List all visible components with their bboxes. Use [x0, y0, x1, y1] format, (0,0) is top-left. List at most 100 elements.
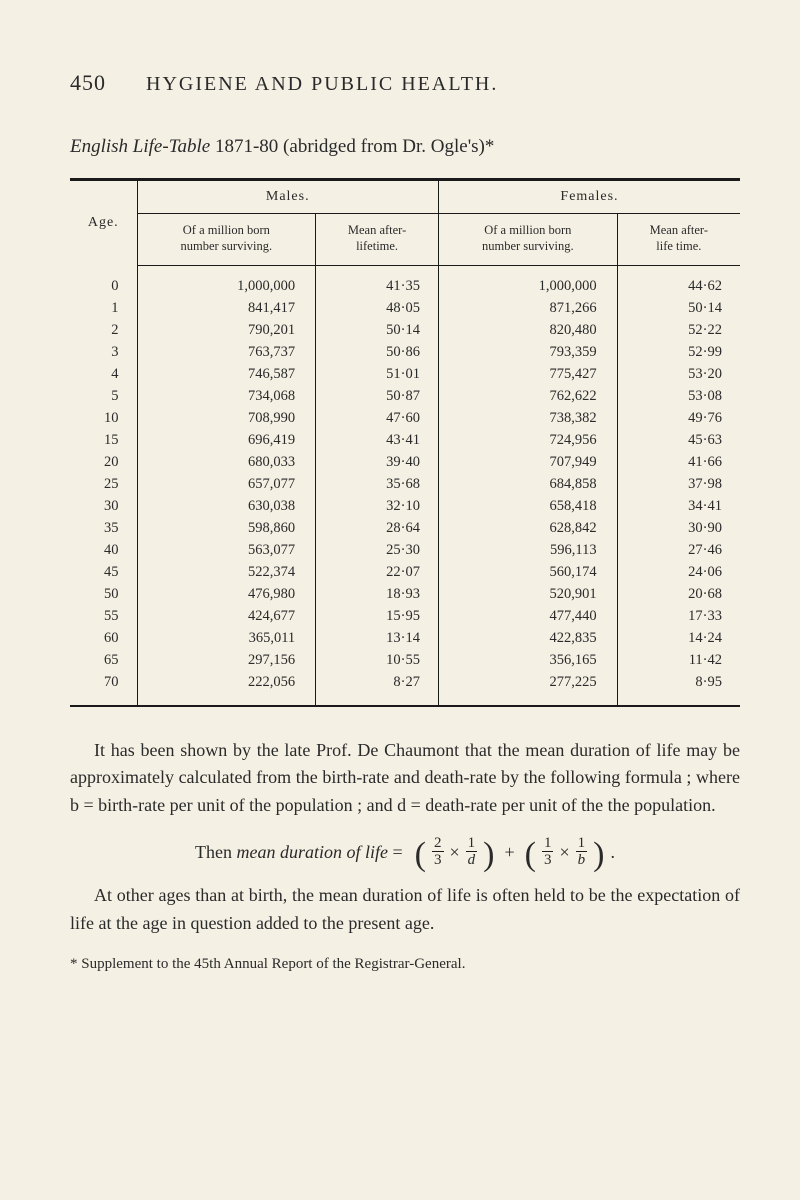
cell-f-surv: 1,000,000	[438, 265, 617, 297]
cell-f-life: 8·95	[617, 671, 740, 705]
cell-m-surv: 424,677	[137, 605, 316, 627]
subheader-m-life: Mean after- lifetime.	[316, 214, 439, 266]
cell-m-life: 50·14	[316, 319, 439, 341]
cell-m-surv: 1,000,000	[137, 265, 316, 297]
table-row: 60365,01113·14422,83514·24	[70, 627, 740, 649]
cell-m-surv: 630,038	[137, 495, 316, 517]
subheader-f-surv: Of a million born number surviving.	[438, 214, 617, 266]
cell-f-life: 24·06	[617, 561, 740, 583]
cell-m-life: 18·93	[316, 583, 439, 605]
cell-age: 10	[70, 407, 137, 429]
cell-f-life: 49·76	[617, 407, 740, 429]
cell-m-surv: 522,374	[137, 561, 316, 583]
page-title: HYGIENE AND PUBLIC HEALTH.	[146, 73, 498, 96]
formula-then: Then	[195, 842, 236, 862]
subtitle: English Life-Table 1871-80 (abridged fro…	[70, 136, 740, 158]
cell-m-life: 22·07	[316, 561, 439, 583]
cell-m-surv: 222,056	[137, 671, 316, 705]
header-females: Females.	[438, 181, 740, 214]
cell-age: 60	[70, 627, 137, 649]
cell-f-surv: 628,842	[438, 517, 617, 539]
cell-m-life: 25·30	[316, 539, 439, 561]
table-row: 70222,0568·27277,2258·95	[70, 671, 740, 705]
cell-age: 4	[70, 363, 137, 385]
formula-eq: =	[388, 842, 403, 862]
table-row: 35598,86028·64628,84230·90	[70, 517, 740, 539]
cell-f-life: 11·42	[617, 649, 740, 671]
times-2: ×	[559, 842, 569, 863]
cell-f-life: 20·68	[617, 583, 740, 605]
cell-f-life: 17·33	[617, 605, 740, 627]
cell-f-life: 30·90	[617, 517, 740, 539]
cell-m-surv: 763,737	[137, 341, 316, 363]
cell-m-surv: 657,077	[137, 473, 316, 495]
cell-m-surv: 598,860	[137, 517, 316, 539]
life-table: Age. Males. Females. Of a million born n…	[70, 178, 740, 707]
cell-age: 70	[70, 671, 137, 705]
formula-mean: mean duration of life	[237, 842, 389, 862]
cell-age: 35	[70, 517, 137, 539]
cell-f-surv: 793,359	[438, 341, 617, 363]
cell-f-surv: 658,418	[438, 495, 617, 517]
cell-f-surv: 477,440	[438, 605, 617, 627]
cell-m-life: 35·68	[316, 473, 439, 495]
cell-f-surv: 707,949	[438, 451, 617, 473]
num-1c: 1	[576, 836, 588, 852]
cell-age: 2	[70, 319, 137, 341]
table-row: 15696,41943·41724,95645·63	[70, 429, 740, 451]
cell-m-surv: 297,156	[137, 649, 316, 671]
cell-age: 50	[70, 583, 137, 605]
table-row: 4746,58751·01775,42753·20	[70, 363, 740, 385]
den-d: d	[466, 852, 478, 868]
cell-m-life: 39·40	[316, 451, 439, 473]
cell-age: 65	[70, 649, 137, 671]
cell-m-surv: 563,077	[137, 539, 316, 561]
cell-m-surv: 680,033	[137, 451, 316, 473]
cell-f-surv: 520,901	[438, 583, 617, 605]
cell-m-life: 48·05	[316, 297, 439, 319]
cell-age: 45	[70, 561, 137, 583]
page-header: 450 HYGIENE AND PUBLIC HEALTH.	[70, 70, 740, 96]
cell-f-surv: 820,480	[438, 319, 617, 341]
subheader-f-life: Mean after- life time.	[617, 214, 740, 266]
cell-f-life: 27·46	[617, 539, 740, 561]
table-row: 01,000,00041·351,000,00044·62	[70, 265, 740, 297]
cell-m-life: 50·86	[316, 341, 439, 363]
cell-f-life: 50·14	[617, 297, 740, 319]
cell-f-life: 53·08	[617, 385, 740, 407]
paragraph-1: It has been shown by the late Prof. De C…	[70, 737, 740, 821]
table-row: 1841,41748·05871,26650·14	[70, 297, 740, 319]
formula-lead: Then mean duration of life =	[195, 842, 403, 863]
cell-f-life: 52·99	[617, 341, 740, 363]
table-row: 40563,07725·30596,11327·46	[70, 539, 740, 561]
cell-age: 5	[70, 385, 137, 407]
cell-m-life: 50·87	[316, 385, 439, 407]
page-number: 450	[70, 70, 106, 96]
formula: Then mean duration of life = ( 23 × 1d )…	[70, 836, 740, 868]
cell-age: 55	[70, 605, 137, 627]
cell-f-surv: 560,174	[438, 561, 617, 583]
cell-age: 1	[70, 297, 137, 319]
cell-f-surv: 356,165	[438, 649, 617, 671]
paragraph-1-text: It has been shown by the late Prof. De C…	[70, 740, 740, 816]
frac-1-d: 1d	[466, 836, 478, 868]
bracket-close-1: )	[483, 841, 494, 868]
cell-age: 25	[70, 473, 137, 495]
table-row: 3763,73750·86793,35952·99	[70, 341, 740, 363]
table-row: 10708,99047·60738,38249·76	[70, 407, 740, 429]
times-1: ×	[450, 842, 460, 863]
subheader-m-surv: Of a million born number surviving.	[137, 214, 316, 266]
table-row: 65297,15610·55356,16511·42	[70, 649, 740, 671]
footnote: * Supplement to the 45th Annual Report o…	[70, 954, 740, 975]
cell-f-surv: 684,858	[438, 473, 617, 495]
frac-1-b: 1b	[576, 836, 588, 868]
cell-f-life: 45·63	[617, 429, 740, 451]
bracket-open-2: (	[525, 841, 536, 868]
cell-m-life: 15·95	[316, 605, 439, 627]
den-3: 3	[432, 852, 444, 868]
cell-f-surv: 762,622	[438, 385, 617, 407]
cell-m-surv: 708,990	[137, 407, 316, 429]
table-row: 30630,03832·10658,41834·41	[70, 495, 740, 517]
cell-age: 3	[70, 341, 137, 363]
cell-age: 0	[70, 265, 137, 297]
